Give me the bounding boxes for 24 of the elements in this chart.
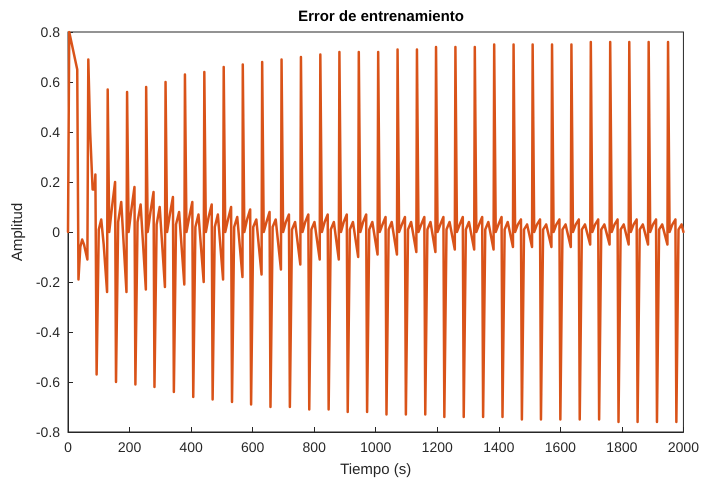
y-tick-label: 0.8 bbox=[40, 24, 60, 40]
x-tick-label: 1400 bbox=[483, 439, 515, 455]
y-tick-label: 0.2 bbox=[40, 174, 60, 190]
y-tick-label: 0.4 bbox=[40, 124, 60, 140]
x-axis-title: Tiempo (s) bbox=[340, 461, 412, 478]
x-tick-label: 400 bbox=[179, 439, 203, 455]
y-tick-label: -0.6 bbox=[36, 374, 60, 390]
x-tick-label: 600 bbox=[240, 439, 265, 455]
x-tick-label: 0 bbox=[64, 439, 72, 455]
y-tick-label: 0.6 bbox=[40, 74, 60, 90]
x-tick-label: 1000 bbox=[360, 439, 392, 455]
x-tick-label: 2000 bbox=[668, 439, 700, 455]
x-tick-label: 1200 bbox=[422, 439, 454, 455]
y-tick-label: -0.8 bbox=[36, 424, 60, 440]
x-tick-label: 1800 bbox=[606, 439, 638, 455]
chart-title: Error de entrenamiento bbox=[298, 8, 464, 25]
x-tick-label: 800 bbox=[302, 439, 326, 455]
y-tick-label: 0 bbox=[52, 224, 60, 240]
line-series bbox=[66, 30, 685, 424]
y-axis-title: Amplitud bbox=[8, 202, 26, 262]
x-tick-label: 200 bbox=[118, 439, 142, 455]
y-tick-label: -0.4 bbox=[36, 324, 60, 340]
y-tick-label: -0.2 bbox=[36, 274, 60, 290]
x-tick-label: 1600 bbox=[544, 439, 576, 455]
